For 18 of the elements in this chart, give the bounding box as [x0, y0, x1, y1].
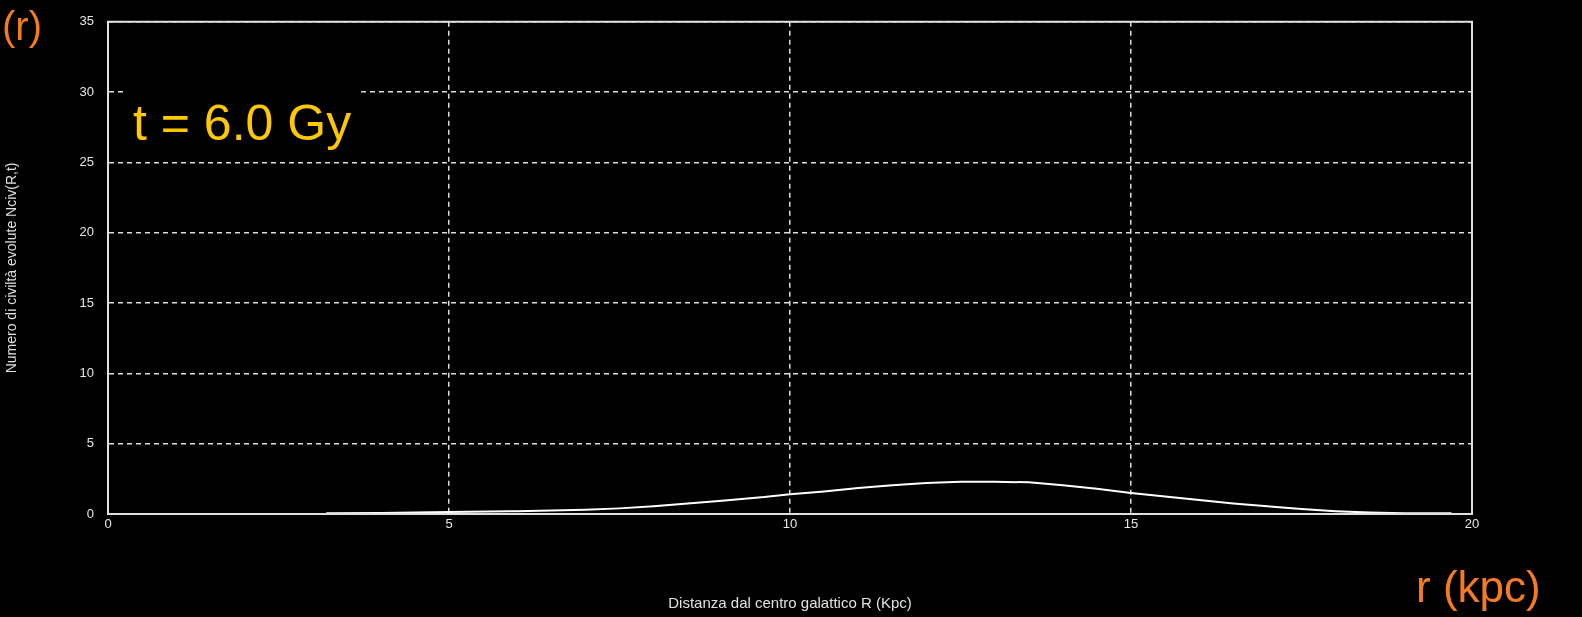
x-axis-title: Distanza dal centro galattico R (Kpc)	[668, 594, 912, 612]
y-tick-label: 15	[79, 294, 94, 310]
y-tick-label: 35	[79, 13, 94, 29]
y-tick-label: 30	[79, 83, 94, 99]
annotation: t = 6.0 Gy	[133, 94, 352, 151]
text: (r)	[2, 4, 42, 48]
x-tick-label: 15	[1123, 516, 1139, 532]
y-tick-label: 0	[86, 505, 94, 521]
y-tick-label: 20	[79, 224, 94, 240]
x-tick-label: 10	[782, 516, 798, 532]
y-tick-label: 10	[79, 364, 94, 380]
text: r (kpc)	[1416, 562, 1541, 611]
x-tick-label: 0	[104, 516, 112, 532]
x-tick-label: 20	[1464, 516, 1480, 532]
y-axis-title: Numero di civiltà evolute Nciv(R,t)	[3, 162, 20, 374]
y-tick-label: 5	[86, 435, 94, 451]
y-tick-label: 25	[79, 154, 94, 170]
x-tick-label: 5	[445, 516, 453, 532]
